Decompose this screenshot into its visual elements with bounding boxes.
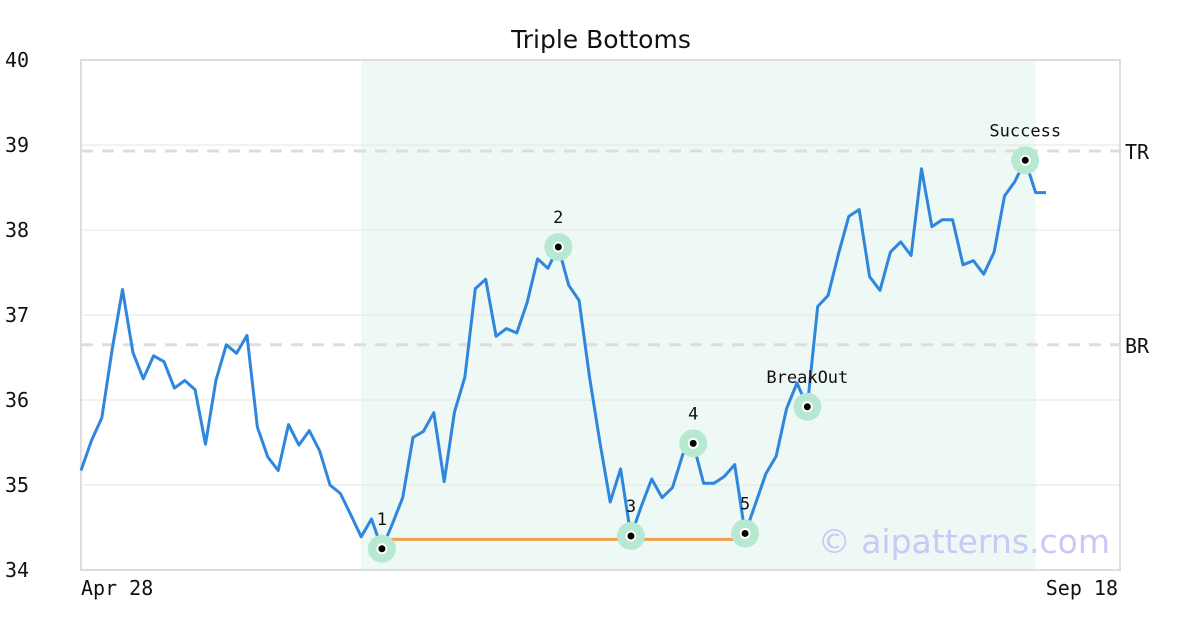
marker-dot — [1019, 154, 1031, 166]
annotation-label: 5 — [740, 494, 750, 514]
annotation-label: BreakOut — [766, 368, 848, 388]
y-tick-label: 36 — [5, 388, 29, 412]
annotation-label: Success — [989, 121, 1061, 141]
marker-dot — [687, 437, 699, 449]
chart-title: Triple Bottoms — [510, 25, 691, 54]
annotation-label: 2 — [553, 208, 563, 228]
y-tick-label: 40 — [5, 48, 29, 72]
marker-dot — [801, 401, 813, 413]
marker-dot — [739, 527, 751, 539]
marker-dot — [376, 543, 388, 555]
y-tick-label: 35 — [5, 473, 29, 497]
annotation-label: 4 — [688, 404, 698, 424]
annotation-label: 3 — [626, 497, 636, 517]
price-line — [79, 158, 1046, 551]
y-tick-label: 39 — [5, 133, 29, 157]
y-tick-label: 34 — [5, 558, 29, 582]
y-tick-label: 37 — [5, 303, 29, 327]
plot-frame — [80, 59, 1121, 571]
level-label-br: BR — [1125, 334, 1150, 358]
marker-dot — [625, 530, 637, 542]
marker-dot — [552, 241, 564, 253]
level-label-tr: TR — [1125, 140, 1150, 164]
annotation-label: 1 — [377, 510, 387, 530]
watermark-text: © aipatterns.com — [818, 522, 1110, 561]
y-tick-label: 38 — [5, 218, 29, 242]
x-tick-label-end: Sep 18 — [1046, 576, 1118, 600]
x-tick-label-start: Apr 28 — [81, 576, 153, 600]
